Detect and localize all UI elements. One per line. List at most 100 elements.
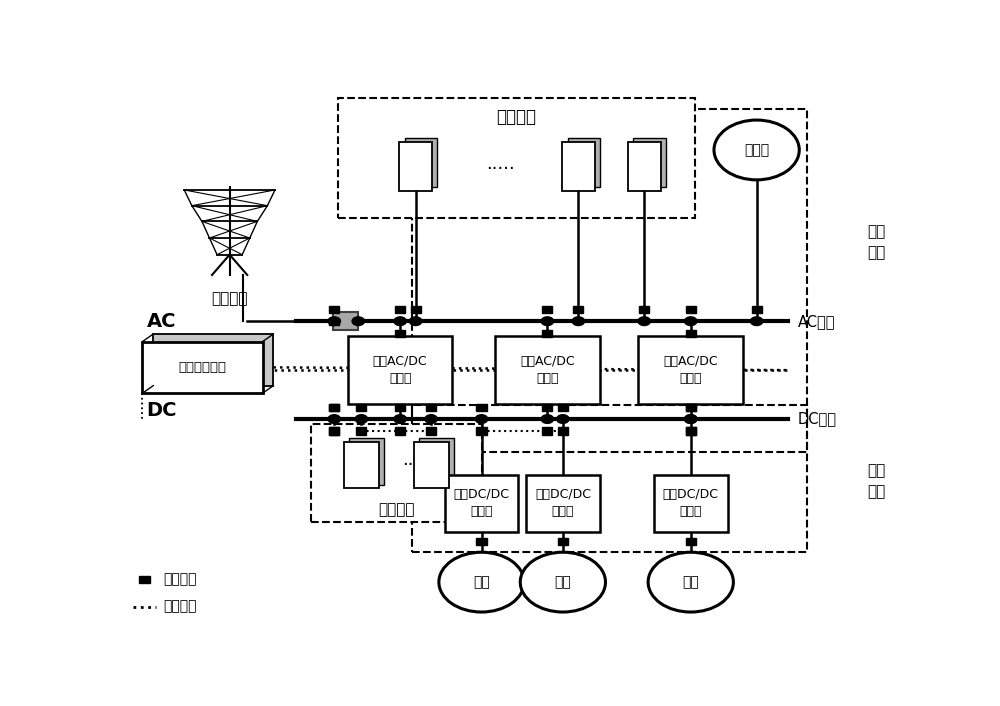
Bar xyxy=(476,404,487,411)
Circle shape xyxy=(557,414,569,424)
Text: 通讯网络: 通讯网络 xyxy=(164,599,197,614)
Bar xyxy=(686,330,696,337)
Bar xyxy=(395,404,405,411)
Bar xyxy=(752,306,762,313)
Bar xyxy=(542,330,552,337)
Circle shape xyxy=(572,317,585,325)
Bar xyxy=(686,538,696,545)
Circle shape xyxy=(475,414,488,424)
Circle shape xyxy=(685,414,697,424)
Bar xyxy=(686,404,696,411)
Bar xyxy=(356,427,366,434)
Circle shape xyxy=(520,552,606,612)
Bar xyxy=(426,404,436,411)
Text: 发电机: 发电机 xyxy=(744,143,769,157)
Text: ·····: ····· xyxy=(486,160,515,178)
Bar xyxy=(399,142,432,191)
Text: 风电: 风电 xyxy=(682,575,699,589)
Bar xyxy=(348,336,452,404)
Bar xyxy=(338,98,695,218)
Bar xyxy=(686,427,696,434)
Circle shape xyxy=(328,317,340,325)
Bar xyxy=(476,427,487,434)
Bar xyxy=(356,404,366,411)
Bar xyxy=(686,404,696,411)
Bar xyxy=(329,404,339,411)
Bar xyxy=(558,538,568,545)
Bar xyxy=(573,306,583,313)
Text: 直流负荷: 直流负荷 xyxy=(378,502,415,517)
Bar xyxy=(329,318,339,325)
Bar xyxy=(476,538,487,545)
Bar xyxy=(628,142,661,191)
Text: 光伏: 光伏 xyxy=(473,575,490,589)
Circle shape xyxy=(541,317,554,325)
Bar xyxy=(395,427,405,434)
Bar xyxy=(412,109,807,452)
Circle shape xyxy=(352,317,364,325)
Text: 保护装置: 保护装置 xyxy=(164,573,197,587)
Bar xyxy=(405,138,437,187)
Bar xyxy=(333,313,358,330)
Circle shape xyxy=(685,317,697,325)
Circle shape xyxy=(439,552,524,612)
Bar xyxy=(329,427,339,434)
Circle shape xyxy=(714,120,799,180)
Bar xyxy=(411,306,421,313)
Bar xyxy=(686,427,696,434)
Bar xyxy=(542,306,552,313)
Circle shape xyxy=(685,414,697,424)
Bar xyxy=(419,438,454,484)
Circle shape xyxy=(648,552,733,612)
Text: 储能: 储能 xyxy=(554,575,571,589)
Bar xyxy=(329,306,339,313)
Bar xyxy=(426,427,436,434)
Bar xyxy=(558,427,568,434)
Text: 直流
网络: 直流 网络 xyxy=(868,464,886,500)
Bar xyxy=(329,404,339,411)
Bar xyxy=(633,138,666,187)
Circle shape xyxy=(541,414,554,424)
Bar xyxy=(654,474,728,532)
Bar xyxy=(686,306,696,313)
Bar xyxy=(495,336,600,404)
Text: 双向AC/DC
变换器: 双向AC/DC 变换器 xyxy=(520,355,575,385)
Bar xyxy=(344,442,379,489)
Text: 双向DC/DC
变换器: 双向DC/DC 变换器 xyxy=(535,489,591,518)
Circle shape xyxy=(750,317,763,325)
Bar xyxy=(568,138,600,187)
Text: 交流
网络: 交流 网络 xyxy=(868,225,886,261)
Circle shape xyxy=(638,317,650,325)
Bar xyxy=(153,334,273,385)
Bar xyxy=(542,404,552,411)
Bar xyxy=(395,330,405,337)
Circle shape xyxy=(394,317,406,325)
Text: 双向DC/DC
变换器: 双向DC/DC 变换器 xyxy=(663,489,719,518)
Bar xyxy=(329,427,339,434)
Text: 双向AC/DC
变换器: 双向AC/DC 变换器 xyxy=(373,355,427,385)
Bar xyxy=(142,342,263,393)
Bar xyxy=(445,474,518,532)
Bar xyxy=(638,336,743,404)
Circle shape xyxy=(328,414,340,424)
Circle shape xyxy=(425,414,437,424)
Text: AC: AC xyxy=(147,311,176,330)
Text: 外部电网: 外部电网 xyxy=(211,292,248,306)
Bar xyxy=(311,424,482,522)
Text: DC: DC xyxy=(147,402,177,420)
Text: AC母线: AC母线 xyxy=(798,313,835,329)
Text: 交流负荷: 交流负荷 xyxy=(496,108,536,126)
Text: DC母线: DC母线 xyxy=(798,412,837,426)
Bar xyxy=(139,575,150,583)
Bar xyxy=(562,142,595,191)
Circle shape xyxy=(394,414,406,424)
Bar xyxy=(542,427,552,434)
Bar xyxy=(639,306,649,313)
Text: 保护控制中心: 保护控制中心 xyxy=(178,361,226,374)
Bar xyxy=(558,404,568,411)
Bar xyxy=(526,474,600,532)
Circle shape xyxy=(355,414,368,424)
Bar xyxy=(414,442,449,489)
Text: 双向AC/DC
变换器: 双向AC/DC 变换器 xyxy=(663,355,718,385)
Circle shape xyxy=(409,317,422,325)
